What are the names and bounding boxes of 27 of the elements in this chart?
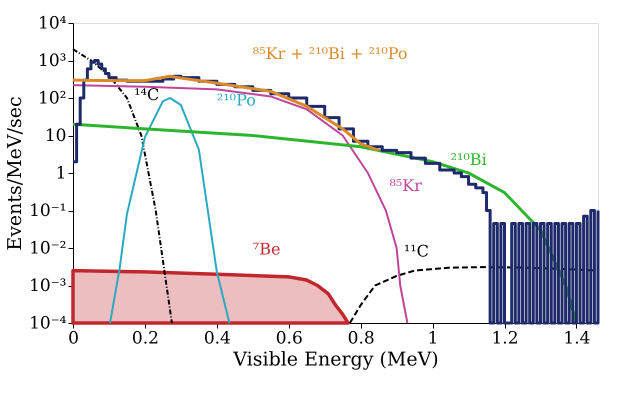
series-label: ⁸⁵Kr + ²¹⁰Bi + ²¹⁰Po <box>252 44 408 63</box>
series-label: ¹⁴C <box>134 85 160 104</box>
y-tick-label: 10⁴ <box>38 14 67 34</box>
line-series <box>72 74 380 152</box>
series-label: ¹¹C <box>404 242 429 261</box>
x-tick-label: 0 <box>68 328 79 348</box>
y-axis-title: Events/MeV/sec <box>4 96 26 251</box>
x-tick-label: 1.2 <box>491 328 519 348</box>
x-tick-label: 0.2 <box>132 328 159 348</box>
series-label: ²¹⁰Bi <box>450 150 487 170</box>
series-label: ⁷Be <box>252 240 280 259</box>
y-tick-label: 1 <box>56 164 66 184</box>
series-label: ⁸⁵Kr <box>389 176 422 196</box>
x-tick-label: 0.8 <box>348 328 375 348</box>
series-label: ²¹⁰Po <box>216 90 256 110</box>
x-tick-label: 0.6 <box>276 328 303 348</box>
y-tick-label: 10³ <box>38 51 66 71</box>
y-tick-label: 10⁻¹ <box>29 201 66 221</box>
x-tick-label: 0.4 <box>204 328 231 348</box>
x-tick-label: 1.4 <box>563 328 590 348</box>
x-axis-title: Visible Energy (MeV) <box>232 348 439 370</box>
y-tick-label: 10⁻³ <box>29 276 66 296</box>
y-tick-label: 10⁻² <box>29 238 66 258</box>
x-tick-label: 1 <box>428 328 439 348</box>
y-tick-label: 10 <box>44 126 66 146</box>
y-tick-label: 10² <box>38 88 66 108</box>
y-tick-label: 10⁻⁴ <box>29 314 67 334</box>
